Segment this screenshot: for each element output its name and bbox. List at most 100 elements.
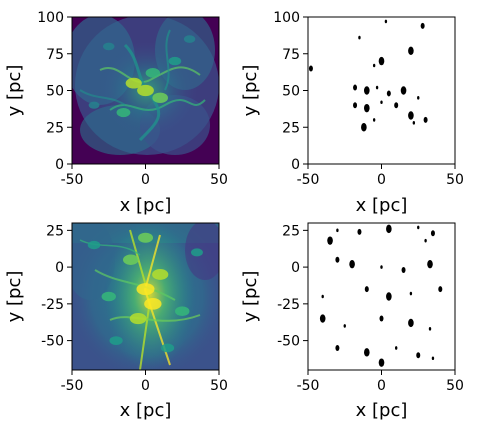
x-tick-label: 0 bbox=[141, 378, 150, 394]
y-tick-label: 50 bbox=[46, 84, 64, 100]
density-feature bbox=[116, 107, 131, 118]
y-tick-label: 0 bbox=[55, 260, 64, 276]
mask-blob bbox=[364, 103, 370, 113]
density-feature bbox=[175, 306, 190, 317]
mask-blob bbox=[353, 102, 358, 109]
mask-blob bbox=[408, 46, 414, 56]
y-axis-label: y [pc] bbox=[4, 271, 25, 323]
mask-blob bbox=[308, 65, 313, 72]
mask-blob bbox=[438, 286, 443, 293]
mask-blob bbox=[401, 267, 406, 274]
mask-blob bbox=[430, 230, 435, 237]
density-feature bbox=[103, 42, 115, 51]
mask-blob bbox=[408, 318, 414, 328]
mask-blob bbox=[364, 86, 370, 95]
density-feature bbox=[87, 240, 101, 250]
mask-blob bbox=[386, 90, 391, 97]
density-feature bbox=[109, 336, 123, 345]
y-tick-label: 25 bbox=[46, 223, 64, 239]
mask-blob bbox=[335, 256, 340, 263]
y-tick-label: 75 bbox=[282, 47, 300, 63]
x-tick-label: -50 bbox=[297, 378, 320, 394]
density-feature bbox=[123, 254, 139, 265]
mask-blob bbox=[364, 348, 370, 357]
x-tick-label: -50 bbox=[61, 172, 84, 188]
mask-blob bbox=[423, 116, 428, 123]
mask-blob bbox=[417, 225, 420, 230]
mask-blob bbox=[428, 327, 432, 331]
density-feature bbox=[88, 101, 100, 109]
mask-blob bbox=[380, 265, 383, 269]
panel-bottom-left: -50 0 50 -50 -25 0 25 x [pc] y [pc] bbox=[4, 222, 228, 421]
mask-blob bbox=[319, 314, 326, 323]
density-feature bbox=[137, 84, 154, 97]
x-axis-label: x [pc] bbox=[356, 400, 408, 421]
mask-blob bbox=[416, 352, 421, 359]
x-tick-label: 50 bbox=[210, 172, 228, 188]
y-tick-label: -50 bbox=[41, 334, 64, 350]
mask-blob bbox=[386, 224, 392, 234]
mask-blob bbox=[427, 259, 433, 269]
y-tick-label: 100 bbox=[37, 10, 64, 26]
y-tick-label: -25 bbox=[41, 297, 64, 313]
y-tick-label: 25 bbox=[46, 120, 64, 136]
x-axis-label: x [pc] bbox=[120, 195, 172, 216]
mask-blob bbox=[335, 344, 340, 351]
mask-blob bbox=[412, 121, 416, 125]
heatmap-image-top-right bbox=[308, 17, 455, 164]
mask-blob bbox=[431, 356, 435, 361]
y-tick-label: 25 bbox=[282, 223, 300, 239]
x-tick-label: 50 bbox=[446, 378, 464, 394]
mask-blob bbox=[349, 259, 355, 269]
mask-blob bbox=[361, 123, 367, 132]
mask-blob bbox=[420, 22, 425, 29]
mask-blob bbox=[424, 238, 427, 243]
y-tick-label: 0 bbox=[291, 260, 300, 276]
mask-blob bbox=[372, 118, 376, 122]
mask-blob bbox=[386, 292, 392, 301]
axes-bottom-left: -50 0 50 -50 -25 0 25 x [pc] y [pc] bbox=[4, 223, 228, 421]
mask-blob bbox=[358, 35, 361, 40]
y-tick-label: 25 bbox=[282, 120, 300, 136]
x-tick-label: 0 bbox=[377, 172, 386, 188]
x-axis-label: x [pc] bbox=[120, 400, 172, 421]
y-tick-label: 100 bbox=[273, 10, 300, 26]
mask-blob bbox=[395, 346, 398, 350]
y-tick-label: -50 bbox=[277, 334, 300, 350]
density-feature bbox=[183, 35, 196, 43]
density-feature bbox=[125, 77, 142, 89]
density-feature bbox=[190, 248, 203, 257]
mask-blob bbox=[364, 286, 369, 293]
density-feature bbox=[145, 68, 161, 78]
density-feature bbox=[160, 343, 175, 353]
density-feature bbox=[101, 291, 116, 302]
mask-blob bbox=[336, 228, 339, 233]
x-tick-label: 50 bbox=[446, 172, 464, 188]
mask-blob bbox=[408, 111, 414, 120]
mask-blob bbox=[378, 358, 385, 367]
mask-blob bbox=[417, 96, 420, 100]
x-tick-label: -50 bbox=[61, 378, 84, 394]
mask-blob bbox=[357, 228, 362, 235]
heatmap-image-top-left bbox=[72, 17, 219, 164]
heatmap-image-bottom-right bbox=[308, 223, 455, 370]
y-tick-label: 75 bbox=[46, 47, 64, 63]
mask-blob bbox=[400, 86, 407, 95]
y-tick-label: 0 bbox=[291, 157, 300, 173]
heatmap-image-bottom-left bbox=[72, 223, 219, 370]
panel-bottom-right: -50 0 50 -50 -25 0 25 x [pc] y [pc] bbox=[240, 222, 464, 421]
mask-blob bbox=[375, 85, 379, 90]
y-tick-label: 50 bbox=[282, 84, 300, 100]
y-tick-label: 0 bbox=[55, 157, 64, 173]
mask-blob bbox=[343, 324, 346, 328]
mask-blob bbox=[353, 84, 358, 91]
x-tick-label: -50 bbox=[297, 172, 320, 188]
density-feature bbox=[152, 92, 168, 104]
density-feature bbox=[129, 312, 147, 325]
y-axis-label: y [pc] bbox=[240, 65, 261, 117]
density-feature bbox=[144, 298, 162, 310]
